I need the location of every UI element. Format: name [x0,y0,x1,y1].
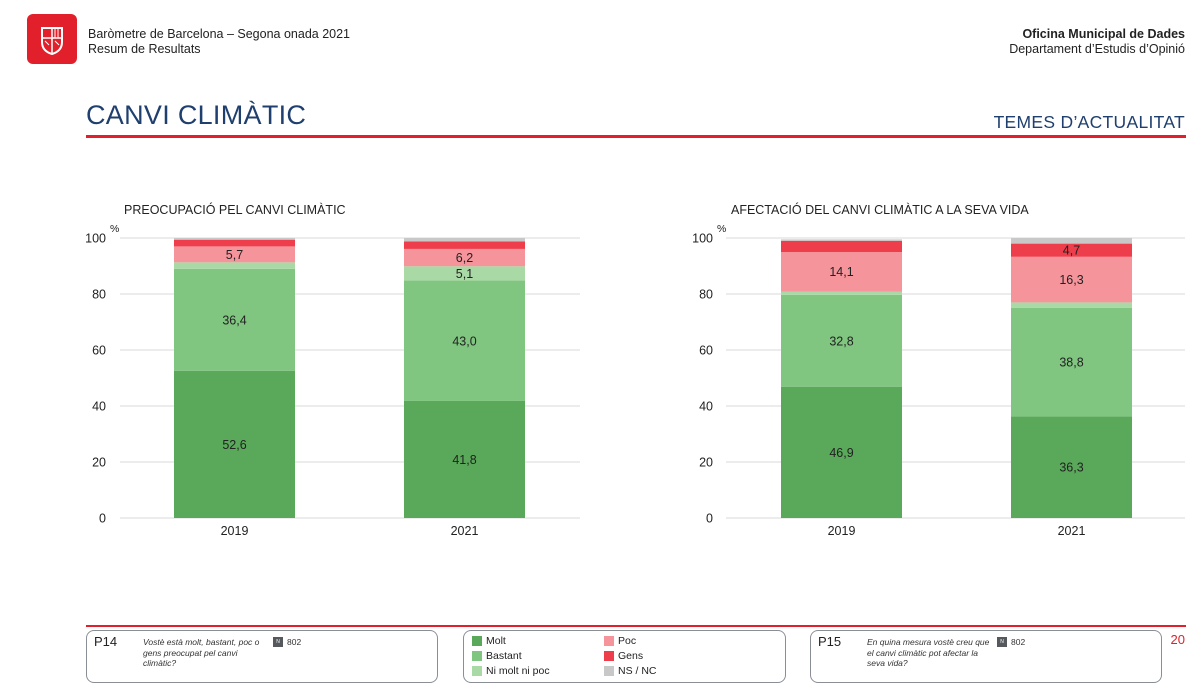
y-tick-label: 20 [92,456,106,470]
bar-segment-poc [1011,256,1132,303]
bar-segment-poc [174,246,295,263]
bar-segment-bastant [781,294,902,387]
x-tick-label: 2019 [221,524,249,538]
y-tick-label: 60 [92,344,106,358]
data-label: 38,8 [1059,356,1083,370]
question-box-p14: P14 Vostè està molt, bastant, poc o gens… [86,630,438,683]
y-tick-label: 0 [706,512,713,526]
bar-segment-ni-molt-ni-poc [404,266,525,281]
sample-size-icon: N [997,637,1007,647]
data-label: 36,3 [1059,461,1083,475]
question-code: P14 [94,634,118,649]
page-number: 20 [1170,632,1185,647]
data-label: 6,2 [456,251,473,265]
legend-label-ns-nc: NS / NC [618,665,657,677]
data-label: 43,0 [452,334,476,348]
x-tick-label: 2019 [828,524,856,538]
bar-segment-ns-nc [174,238,295,240]
data-label: 16,3 [1059,273,1083,287]
bar-segment-ni-molt-ni-poc [781,291,902,295]
header-right: Oficina Municipal de Dades Departament d… [1009,27,1185,57]
data-label: 14,1 [829,265,853,279]
question-code: P15 [818,634,842,649]
charts-canvas: PREOCUPACIÓ PEL CANVI CLIMÀTIC% 0 20 40 60 80… [85,202,1185,538]
legend-label-gens: Gens [618,650,644,662]
chart-title: PREOCUPACIÓ PEL CANVI CLIMÀTIC [124,202,346,217]
bar-segment-gens [1011,243,1132,257]
bar-segment-ni-molt-ni-poc [174,262,295,269]
legend-swatch-ni-molt-ni-poc [472,666,482,676]
question-text: En quina mesura vostè creu que el canvi … [867,637,990,668]
y-tick-label: 0 [99,512,106,526]
data-label: 36,4 [222,313,246,327]
footer-divider [86,625,1186,627]
section-title: TEMES D’ACTUALITAT [993,112,1185,132]
x-tick-label: 2021 [451,524,479,538]
office-name: Oficina Municipal de Dades [1022,27,1185,41]
data-label: 52,6 [222,438,246,452]
bar-segment-gens [404,241,525,249]
data-label: 32,8 [829,334,853,348]
legend-swatch-gens [604,651,614,661]
sample-size: 802 [1011,637,1026,647]
chart-title: AFECTACIÓ DEL CANVI CLIMÀTIC A LA SEVA V… [731,202,1029,217]
data-label: 4,7 [1063,244,1080,258]
legend-label-molt: Molt [486,635,506,647]
bar-segment-bastant [404,280,525,401]
bar-segment-molt [174,370,295,518]
legend-label-ni-molt-ni-poc: Ni molt ni poc [486,665,550,677]
sample-size-icon: N [273,637,283,647]
bar-segment-bastant [174,268,295,371]
survey-name: Baròmetre de Barcelona – Segona onada 20… [88,27,350,41]
bar-segment-gens [781,240,902,252]
y-tick-label: 40 [699,400,713,414]
bar-segment-molt [781,386,902,518]
shield-icon [41,27,63,56]
legend-label-bastant: Bastant [486,650,522,662]
data-label: 41,8 [452,453,476,467]
y-tick-label: 100 [85,232,106,246]
bar-segment-gens [174,239,295,247]
bar-segment-bastant [1011,307,1132,417]
bar-segment-ni-molt-ni-poc [1011,302,1132,308]
y-tick-label: 80 [699,288,713,302]
bar-segment-molt [404,400,525,518]
legend-swatch-bastant [472,651,482,661]
legend-swatch-ns-nc [604,666,614,676]
question-text: Vostè està molt, bastant, poc o gens pre… [143,637,260,668]
y-tick-label: 40 [92,400,106,414]
y-axis-unit-label: % [110,223,119,235]
data-label: 5,1 [456,267,473,281]
bar-segment-ns-nc [404,238,525,242]
bar-segment-ns-nc [781,239,902,241]
bar-segment-poc [781,252,902,292]
report-type: Resum de Resultats [88,42,201,56]
y-tick-label: 100 [692,232,713,246]
header-left: Baròmetre de Barcelona – Segona onada 20… [88,27,350,57]
department-name: Departament d’Estudis d’Opinió [1009,42,1185,56]
header-divider [86,135,1186,138]
barcelona-logo-icon [27,14,77,64]
bar-segment-molt [1011,416,1132,518]
question-box-p15: P15 En quina mesura vostè creu que el ca… [810,630,1162,683]
data-label: 5,7 [226,248,243,262]
sample-size: 802 [287,637,302,647]
data-label: 46,9 [829,446,853,460]
legend-swatch-molt [472,636,482,646]
y-tick-label: 80 [92,288,106,302]
bar-segment-poc [404,248,525,267]
x-tick-label: 2021 [1058,524,1086,538]
page-title: CANVI CLIMÀTIC [86,100,307,130]
y-tick-label: 60 [699,344,713,358]
legend-swatch-poc [604,636,614,646]
y-axis-unit-label: % [717,223,726,235]
y-tick-label: 20 [699,456,713,470]
legend-label-poc: Poc [618,635,637,647]
bar-segment-ns-nc [1011,238,1132,244]
legend-box: Molt Bastant Ni molt ni poc Poc Gens NS … [463,630,786,683]
